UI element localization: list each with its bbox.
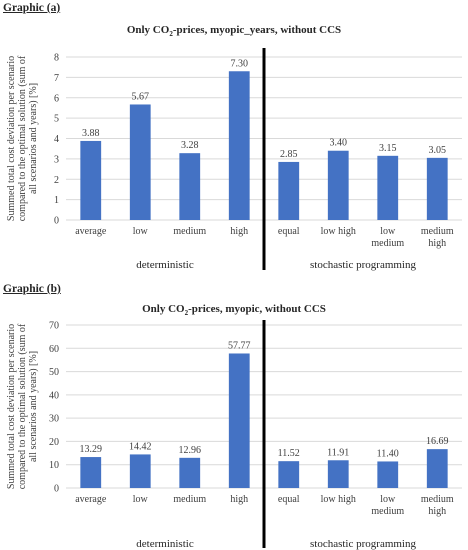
y-tick-label: 0	[54, 216, 59, 227]
category-label: low high	[321, 226, 356, 237]
graphic-b-label: Graphic (b)	[3, 283, 61, 295]
bar	[129, 454, 151, 488]
y-axis-title: all scenarios and years) [%]	[28, 83, 39, 194]
y-tick-label: 20	[49, 437, 59, 448]
bar	[179, 153, 201, 220]
y-tick-label: 6	[54, 93, 59, 104]
bar	[228, 71, 250, 220]
bar	[426, 157, 448, 220]
group-label-stochastic: stochastic programming	[310, 259, 417, 271]
y-axis-title: Summed total cost deviation per scenario	[6, 324, 17, 489]
data-label: 3.28	[181, 140, 199, 151]
category-label: high	[428, 238, 446, 249]
y-tick-label: 3	[54, 154, 59, 165]
y-tick-label: 40	[49, 390, 59, 401]
bar	[179, 457, 201, 488]
category-label: high	[428, 506, 446, 517]
data-label: 3.05	[429, 145, 447, 156]
category-label: medium	[421, 494, 454, 505]
graphic-a-label: Graphic (a)	[3, 2, 61, 14]
y-tick-label: 5	[54, 114, 59, 125]
data-label: 13.29	[80, 444, 103, 455]
category-label: low	[380, 494, 396, 505]
data-label: 16.69	[426, 436, 449, 447]
data-label: 14.42	[129, 441, 152, 452]
y-tick-label: 0	[54, 484, 59, 495]
data-label: 3.40	[330, 138, 348, 149]
bar	[278, 461, 300, 488]
y-tick-label: 4	[54, 134, 59, 145]
category-label: medium	[371, 238, 404, 249]
y-axis-title: compared to the optimal solution (sum of	[17, 55, 28, 221]
category-label: low	[133, 494, 149, 505]
bar	[80, 457, 102, 488]
bar	[377, 155, 399, 220]
group-label-deterministic: deterministic	[136, 538, 194, 550]
data-label: 3.15	[379, 143, 397, 154]
category-label: medium	[173, 226, 206, 237]
category-label: medium	[371, 506, 404, 517]
y-axis-title: compared to the optimal solution (sum of	[17, 323, 28, 489]
category-label: equal	[278, 226, 300, 237]
data-label: 57.77	[228, 340, 251, 351]
category-label: medium	[173, 494, 206, 505]
y-tick-label: 1	[54, 195, 59, 206]
chart-a: 0 1 2 3 4 5 6 7 8 Summed total cost deviation per…	[6, 48, 462, 271]
bar	[129, 104, 151, 220]
y-tick-label: 70	[49, 321, 59, 332]
y-tick-label: 7	[54, 73, 59, 84]
bar	[228, 353, 250, 488]
bar	[377, 461, 399, 488]
category-label: average	[75, 494, 107, 505]
y-tick-label: 10	[49, 460, 59, 471]
bar	[426, 449, 448, 488]
data-label: 5.67	[132, 91, 150, 102]
group-label-deterministic: deterministic	[136, 259, 194, 271]
y-axis-title: all scenarios and years) [%]	[28, 351, 39, 462]
category-label: equal	[278, 494, 300, 505]
y-tick-label: 2	[54, 175, 59, 186]
category-label: high	[230, 494, 248, 505]
y-tick-label: 60	[49, 344, 59, 355]
y-axis-title: Summed total cost deviation per scenario	[6, 56, 17, 221]
chart-a-title: Only CO2-prices, myopic_years, without C…	[126, 24, 342, 39]
data-label: 11.91	[327, 447, 349, 458]
category-label: average	[75, 226, 107, 237]
category-label: low	[133, 226, 149, 237]
group-label-stochastic: stochastic programming	[310, 538, 417, 550]
y-tick-label: 50	[49, 367, 59, 378]
data-label: 3.88	[82, 128, 100, 139]
bar	[327, 460, 349, 488]
data-label: 2.85	[280, 149, 298, 160]
data-label: 11.40	[377, 448, 399, 459]
data-label: 7.30	[231, 58, 249, 69]
data-label: 12.96	[179, 445, 202, 456]
y-tick-label: 30	[49, 414, 59, 425]
chart-b-title: Only CO2-prices, myopic, without CCS	[142, 303, 326, 318]
category-label: medium	[421, 226, 454, 237]
data-label: 11.52	[278, 448, 300, 459]
y-tick-label: 8	[54, 53, 59, 64]
category-label: low high	[321, 494, 356, 505]
bar	[278, 161, 300, 220]
category-label: high	[230, 226, 248, 237]
category-label: low	[380, 226, 396, 237]
bar	[327, 150, 349, 220]
bar	[80, 140, 102, 220]
